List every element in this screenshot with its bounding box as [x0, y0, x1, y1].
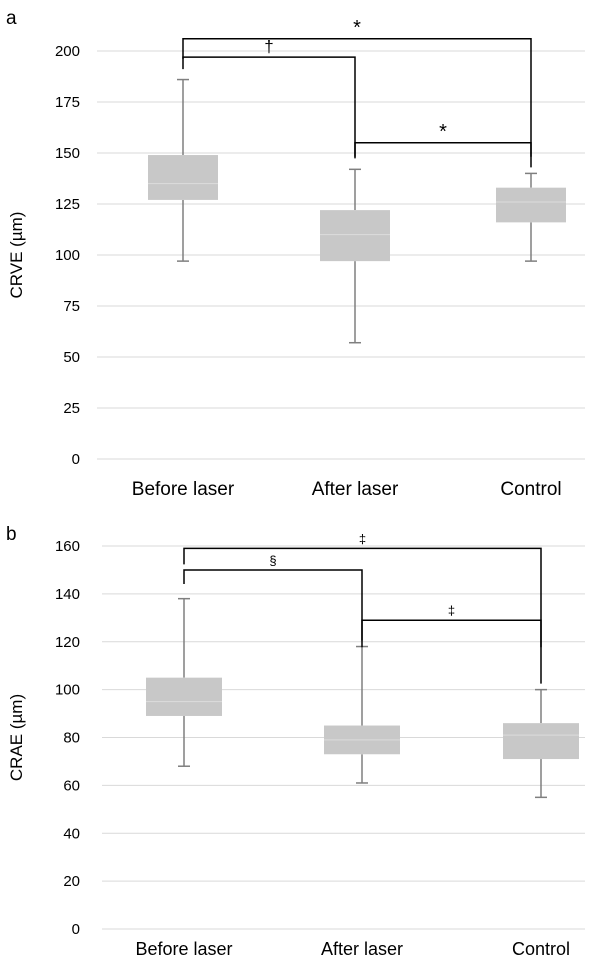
y-tick-label: 120 — [55, 634, 80, 651]
chart-panel-b: b 0 20 40 60 80 100 120 140 160 CRAE (µm) Before la… — [6, 524, 585, 959]
x-category-label: Before laser — [132, 479, 235, 500]
x-category-label: After laser — [321, 939, 403, 959]
y-tick-label: 40 — [63, 825, 80, 842]
panel-label: a — [6, 8, 17, 29]
y-tick-label: 20 — [63, 873, 80, 890]
significance-marker: * — [353, 17, 361, 39]
box-iqr — [146, 677, 222, 716]
y-tick-label: 0 — [72, 921, 80, 938]
y-axis-label: CRVE (µm) — [7, 212, 26, 299]
significance-bracket — [183, 569, 363, 641]
significance-marker: ‡ — [359, 531, 366, 546]
y-tick-label: 75 — [63, 298, 80, 315]
y-tick-label: 100 — [55, 682, 80, 699]
y-tick-label: 125 — [55, 196, 80, 213]
x-category-label: Control — [500, 479, 561, 500]
significance-marker: * — [439, 121, 447, 143]
y-tick-label: 150 — [55, 145, 80, 162]
y-tick-label: 60 — [63, 777, 80, 794]
y-tick-label: 140 — [55, 586, 80, 603]
y-tick-label: 160 — [55, 538, 80, 555]
y-tick-label: 80 — [63, 730, 80, 747]
y-tick-label: 175 — [55, 94, 80, 111]
significance-bracket — [354, 142, 532, 157]
y-tick-label: 200 — [55, 43, 80, 60]
x-category-label: Control — [512, 939, 570, 959]
y-tick-label: 25 — [63, 400, 80, 417]
y-tick-label: 0 — [72, 451, 80, 468]
chart-panel-a: a 0 25 50 75 100 125 150 175 200 CRVE (µm) Before l… — [6, 8, 585, 500]
box-iqr — [148, 155, 218, 200]
x-category-label: Before laser — [135, 939, 232, 959]
significance-marker: § — [269, 553, 276, 568]
x-category-label: After laser — [312, 479, 399, 500]
y-axis-label: CRAE (µm) — [7, 694, 26, 781]
significance-marker: † — [264, 37, 273, 56]
significance-bracket — [182, 56, 356, 159]
y-tick-label: 50 — [63, 349, 80, 366]
panel-label: b — [6, 524, 17, 545]
y-tick-label: 100 — [55, 247, 80, 264]
significance-bracket — [361, 619, 542, 648]
box-iqr — [503, 723, 579, 760]
significance-marker: ‡ — [448, 603, 455, 618]
box-iqr — [496, 187, 566, 223]
significance-bracket — [182, 38, 532, 168]
significance-bracket — [183, 547, 542, 684]
box-iqr — [320, 210, 390, 262]
